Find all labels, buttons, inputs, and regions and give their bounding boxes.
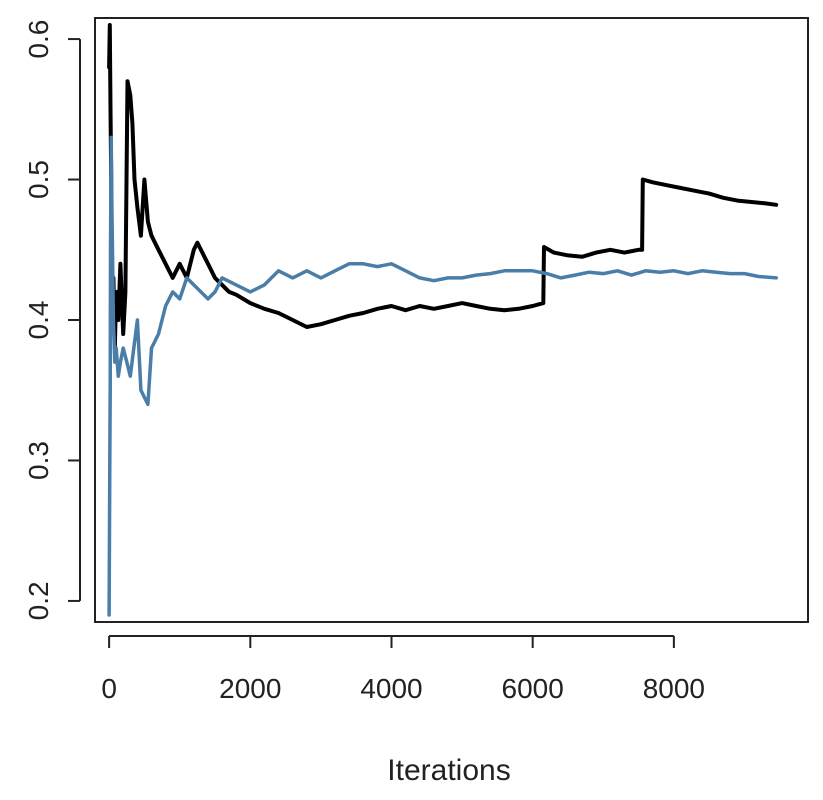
series-2-line — [107, 135, 778, 617]
y-tick-label: 0.3 — [23, 441, 54, 480]
y-tick-label: 0.2 — [23, 581, 54, 620]
x-tick-label: 0 — [101, 673, 117, 704]
y-tick-label: 0.4 — [23, 301, 54, 340]
plot-box — [94, 17, 809, 623]
x-tick-label: 2000 — [219, 673, 281, 704]
x-axis-title: Iterations — [387, 754, 510, 787]
x-tick-label: 8000 — [643, 673, 705, 704]
axes-layer: 0 2000 4000 6000 8000 0.2 0.3 0.4 0.5 0.6 — [23, 20, 705, 704]
y-tick-label: 0.6 — [23, 20, 54, 59]
x-tick-label: 6000 — [502, 673, 564, 704]
series-layer — [107, 23, 779, 617]
x-tick-label: 4000 — [360, 673, 422, 704]
y-tick-label: 0.5 — [23, 160, 54, 199]
series-1-line — [107, 23, 779, 351]
